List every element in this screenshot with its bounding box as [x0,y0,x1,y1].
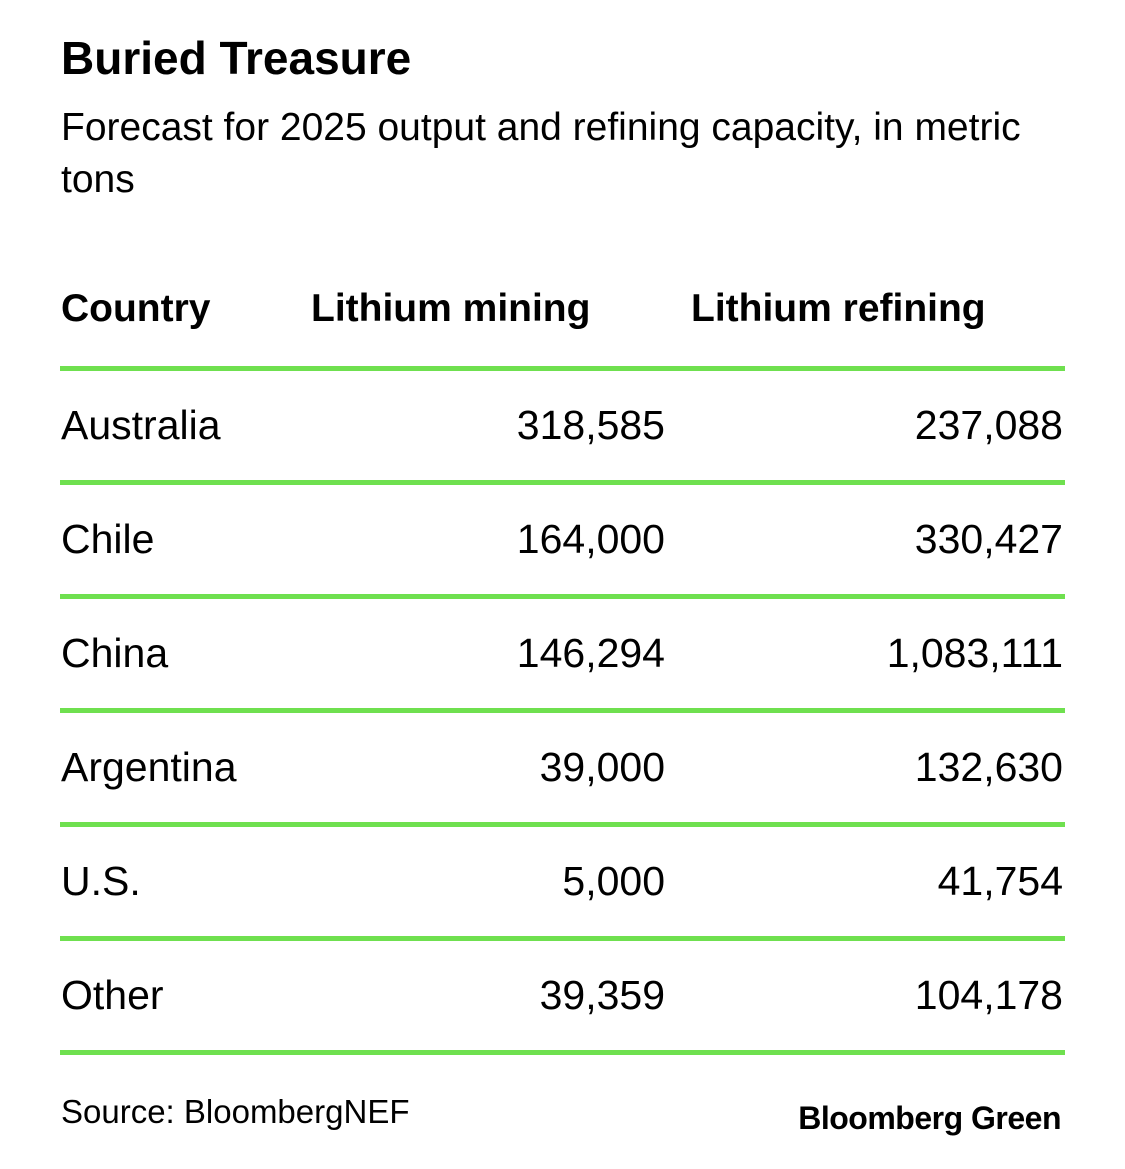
column-header-country: Country [61,287,211,330]
mining-cell: 39,000 [539,744,665,790]
country-cell: China [61,630,169,676]
refining-cell: 1,083,111 [886,630,1063,676]
country-cell: Chile [61,516,155,562]
country-cell: Other [61,972,164,1018]
table-row: Australia 318,585 237,088 [60,371,1065,485]
mining-cell: 39,359 [539,972,665,1018]
country-cell: Argentina [61,744,237,790]
table-row: Argentina 39,000 132,630 [60,713,1065,827]
table-header-row: Country Lithium mining Lithium refining [60,270,1065,371]
table-row: Chile 164,000 330,427 [60,485,1065,599]
table-row: U.S. 5,000 41,754 [60,827,1065,941]
mining-cell: 5,000 [562,858,665,904]
column-header-lithium-refining: Lithium refining [691,287,986,330]
refining-cell: 330,427 [914,516,1063,562]
chart-title: Buried Treasure [61,32,412,84]
data-table: Country Lithium mining Lithium refining … [60,270,1065,1055]
column-header-lithium-mining: Lithium mining [311,287,591,330]
source-note: Source: BloombergNEF [61,1093,410,1130]
chart-subtitle: Forecast for 2025 output and refining ca… [61,106,1021,201]
mining-cell: 318,585 [516,402,665,448]
country-cell: Australia [61,402,221,448]
refining-cell: 237,088 [914,402,1063,448]
refining-cell: 104,178 [914,972,1063,1018]
brand-logo: Bloomberg Green [798,1100,1061,1136]
mining-cell: 146,294 [516,630,665,676]
mining-cell: 164,000 [516,516,665,562]
refining-cell: 41,754 [937,858,1063,904]
refining-cell: 132,630 [914,744,1063,790]
country-cell: U.S. [61,858,141,904]
table-row: China 146,294 1,083,111 [60,599,1065,713]
table-row: Other 39,359 104,178 [60,941,1065,1055]
